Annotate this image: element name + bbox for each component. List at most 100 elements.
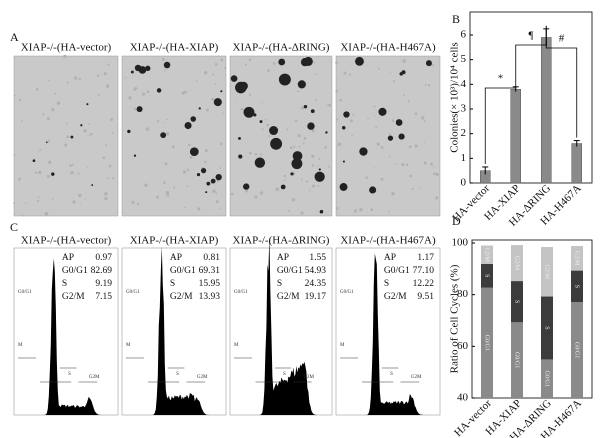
texture [131,200,135,205]
texture [317,164,320,167]
texture [171,145,175,149]
texture [424,83,427,86]
colony [70,135,74,139]
texture [79,202,81,205]
stacked-segment [541,247,553,297]
texture [370,208,374,212]
colony [205,191,208,194]
stacked-segment [511,281,523,323]
texture [348,73,352,76]
colony [133,154,137,157]
texture [353,209,357,213]
colony [134,64,142,72]
texture [261,128,264,131]
gate-label: M [340,343,345,348]
texture [266,69,270,72]
texture [349,119,354,123]
segment-label: S [574,285,580,288]
row-value: 1.17 [417,253,434,263]
colony [32,159,36,163]
colony [359,147,368,156]
stacked-segment [541,359,553,398]
colony [184,121,192,130]
histogram [34,258,114,415]
texture [96,74,100,77]
texture [44,211,49,216]
texture [69,164,72,167]
texture [196,79,198,82]
texture [105,144,108,147]
texture [305,180,309,183]
gate-label: S [390,372,393,377]
texture [330,61,333,63]
texture [261,101,264,104]
texture [52,198,54,200]
texture [63,54,67,59]
texture [204,160,207,164]
texture [18,177,21,181]
gate-label: G2M [303,375,314,380]
texture [373,105,376,108]
texture [390,71,392,73]
texture [328,103,332,107]
row-label: G0/G1 [384,266,410,276]
bar [541,37,552,184]
row-value: 0.97 [95,253,112,263]
texture [244,63,247,66]
texture [111,132,114,134]
row-value: 19.17 [305,292,327,302]
segment-label: G0/G1 [544,371,550,387]
stacked-segment [571,270,583,303]
gate-label: G0/G1 [340,290,354,295]
colony [307,122,315,130]
texture [222,112,225,114]
texture [182,170,187,174]
texture [166,194,170,197]
plot-frame [471,239,593,399]
texture [254,195,258,199]
texture [104,196,108,201]
gate-label: G0/G1 [234,290,248,295]
gate-label: G0/G1 [18,290,32,295]
histogram-frame [13,247,119,416]
histogram [142,246,222,415]
colony [310,109,315,114]
texture [72,200,76,204]
texture [39,148,42,151]
colony [130,70,134,74]
row-label: AP [170,253,182,263]
texture [211,97,215,101]
texture [188,143,191,147]
row-label: G0/G1 [62,266,88,276]
colony-image [121,55,227,217]
texture [401,162,405,167]
colony [238,136,241,140]
texture [104,192,108,196]
texture [311,163,315,167]
texture [300,106,305,110]
texture [288,209,291,212]
texture [380,146,384,149]
texture [212,73,215,76]
texture [289,146,293,150]
texture [34,171,38,174]
texture [47,139,50,143]
texture [423,120,426,123]
colony [290,172,294,176]
segment-label: S [544,326,550,329]
texture [294,119,298,123]
texture [172,186,176,189]
texture [18,98,22,102]
texture [141,92,146,96]
texture [259,191,264,195]
texture [283,174,287,178]
colony [259,120,263,124]
texture [102,156,106,159]
y-tick-label: 4 [461,78,467,90]
texture [380,177,384,181]
texture [427,83,431,87]
texture [405,163,409,167]
row-value: 1.55 [309,253,326,263]
histogram-title: XIAP-/-(HA-vector) [21,235,112,247]
texture [125,77,127,79]
